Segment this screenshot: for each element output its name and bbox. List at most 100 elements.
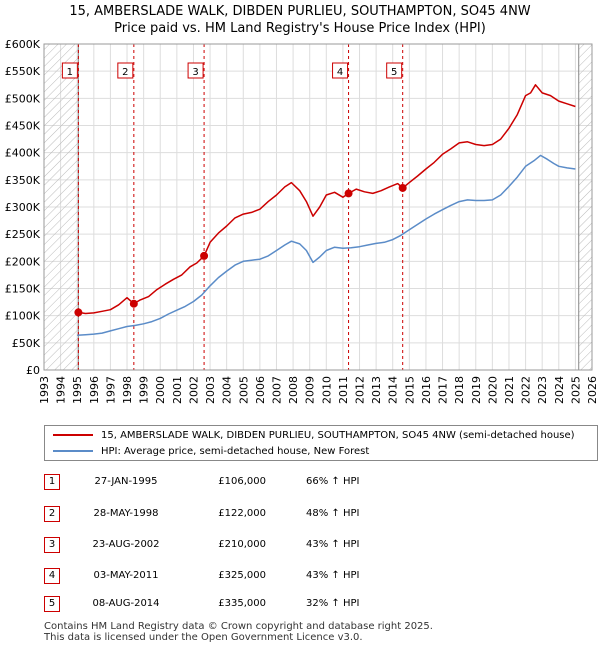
x-tick-label: 1994 [55, 376, 68, 404]
sale-label-box [332, 62, 349, 79]
y-tick-label: £0 [26, 364, 40, 377]
x-tick-label: 2020 [486, 376, 499, 404]
title-line-1: 15, AMBERSLADE WALK, DIBDEN PURLIEU, SOU… [69, 4, 531, 19]
sale-row: 4 03-MAY-2011 £325,000 43% ↑ HPI [44, 566, 584, 586]
y-tick-label: £550K [5, 65, 41, 78]
sale-price: £210,000 [218, 539, 266, 550]
sale-hpi-change: 43% ↑ HPI [306, 570, 360, 581]
sale-date: 23-AUG-2002 [92, 539, 160, 550]
sale-price: £106,000 [218, 476, 266, 487]
x-tick-label: 1998 [121, 376, 134, 404]
sale-marker [129, 299, 138, 308]
x-tick-label: 2007 [270, 376, 283, 404]
legend-item-property: 15, AMBERSLADE WALK, DIBDEN PURLIEU, SOU… [53, 428, 575, 444]
sale-label-text: 2 [122, 67, 128, 78]
sale-number-badge: 1 [44, 474, 60, 490]
legend-swatch-property [53, 434, 93, 436]
property-price-line [78, 84, 576, 315]
x-tick-label: 2013 [370, 376, 383, 404]
y-tick-label: £50K [12, 337, 41, 350]
legend-label-hpi: HPI: Average price, semi-detached house,… [101, 446, 370, 457]
x-tick-label: 1996 [88, 376, 101, 404]
sale-hpi-change: 43% ↑ HPI [306, 539, 360, 550]
footer-copyright: Contains HM Land Registry data © Crown c… [44, 621, 433, 632]
price-chart: 1 2 3 4 5 £0 £50K £100K £150K £200K £250K £300K £35… [5, 38, 599, 404]
sale-price: £335,000 [218, 598, 266, 609]
x-tick-label: 1997 [104, 376, 117, 404]
sale-marker [200, 251, 209, 260]
sale-label-text: 3 [192, 67, 198, 78]
sale-date: 28-MAY-1998 [93, 508, 159, 519]
x-tick-label: 2011 [337, 376, 350, 404]
legend-swatch-hpi [53, 450, 93, 452]
x-tick-label: 2000 [154, 376, 167, 404]
y-tick-label: £450K [5, 120, 41, 133]
footer-licence: This data is licensed under the Open Gov… [44, 632, 363, 643]
sale-date: 27-JAN-1995 [94, 476, 158, 487]
sale-hpi-change: 48% ↑ HPI [306, 508, 360, 519]
x-tick-label: 2008 [287, 376, 300, 404]
sale-row: 2 28-MAY-1998 £122,000 48% ↑ HPI [44, 504, 584, 524]
sale-number-badge: 2 [44, 506, 60, 522]
hatch-region-after [578, 44, 592, 370]
sale-marker [74, 308, 83, 317]
hpi-line [77, 154, 576, 336]
y-tick-label: £250K [5, 228, 41, 241]
sale-number-badge: 5 [44, 596, 60, 612]
footer: Contains HM Land Registry data © Crown c… [44, 621, 433, 643]
sale-label-box [187, 62, 204, 79]
x-tick-label: 2018 [453, 376, 466, 404]
x-tick-label: 2024 [553, 376, 566, 404]
x-tick-label: 2022 [520, 376, 533, 404]
hatch-region-before [44, 44, 79, 370]
x-tick-label: 2010 [320, 376, 333, 404]
x-tick-label: 1995 [71, 376, 84, 404]
sale-date: 03-MAY-2011 [93, 570, 159, 581]
x-tick-label: 1999 [138, 376, 151, 404]
y-tick-label: £100K [5, 310, 41, 323]
sale-label-box [386, 62, 403, 79]
sale-label-text: 5 [391, 67, 397, 78]
title-line-2: Price paid vs. HM Land Registry's House … [114, 21, 486, 36]
sale-marker [398, 183, 407, 192]
x-tick-label: 2016 [420, 376, 433, 404]
sale-number-badge: 3 [44, 537, 60, 553]
y-tick-label: £300K [5, 201, 41, 214]
sale-hpi-change: 66% ↑ HPI [306, 476, 360, 487]
sale-price: £122,000 [218, 508, 266, 519]
legend: 15, AMBERSLADE WALK, DIBDEN PURLIEU, SOU… [44, 425, 598, 461]
sale-row: 3 23-AUG-2002 £210,000 43% ↑ HPI [44, 535, 584, 555]
x-tick-label: 2006 [254, 376, 267, 404]
chart-title: 15, AMBERSLADE WALK, DIBDEN PURLIEU, SOU… [0, 3, 600, 37]
x-tick-label: 2002 [187, 376, 200, 404]
x-tick-label: 2001 [171, 376, 184, 404]
sale-date: 08-AUG-2014 [92, 598, 160, 609]
y-tick-label: £150K [5, 283, 41, 296]
sale-hpi-change: 32% ↑ HPI [306, 598, 360, 609]
sale-label-box [61, 62, 78, 79]
x-tick-label: 2009 [304, 376, 317, 404]
x-tick-label: 2015 [403, 376, 416, 404]
x-tick-label: 2004 [221, 376, 234, 404]
y-tick-label: £350K [5, 174, 41, 187]
x-tick-label: 2021 [503, 376, 516, 404]
x-tick-label: 2017 [437, 376, 450, 404]
sale-label-text: 1 [67, 67, 73, 78]
x-tick-label: 2005 [237, 376, 250, 404]
sale-label-text: 4 [337, 67, 343, 78]
y-tick-label: £200K [5, 255, 41, 268]
x-tick-label: 2012 [354, 376, 367, 404]
x-tick-label: 2014 [387, 376, 400, 404]
x-tick-label: 2003 [204, 376, 217, 404]
y-tick-label: £400K [5, 147, 41, 160]
legend-item-hpi: HPI: Average price, semi-detached house,… [53, 444, 369, 460]
sale-row: 1 27-JAN-1995 £106,000 66% ↑ HPI [44, 472, 584, 492]
y-tick-label: £600K [5, 38, 41, 51]
x-tick-label: 2026 [586, 376, 599, 404]
sale-price: £325,000 [218, 570, 266, 581]
sale-label-box [117, 62, 134, 79]
sale-number-badge: 4 [44, 568, 60, 584]
x-tick-label: 2019 [470, 376, 483, 404]
y-tick-label: £500K [5, 92, 41, 105]
sale-row: 5 08-AUG-2014 £335,000 32% ↑ HPI [44, 594, 584, 614]
